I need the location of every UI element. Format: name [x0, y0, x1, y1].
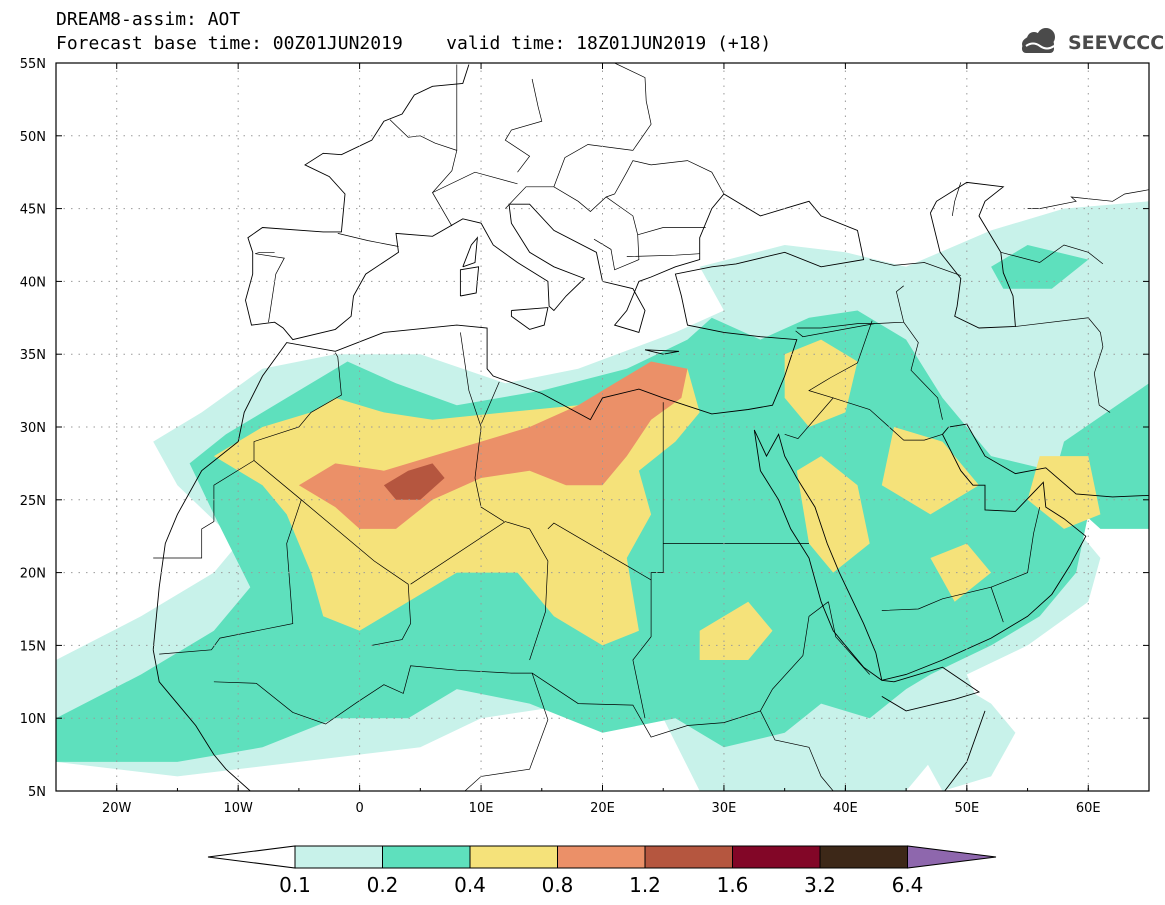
country-border — [547, 522, 652, 581]
colorbar: 0.1 0.2 0.4 0.8 1.2 1.6 3.2 6.4 — [207, 845, 997, 897]
coastline — [152, 649, 251, 791]
colorbar-label: 3.2 — [804, 873, 836, 897]
colorbar-segment — [819, 845, 908, 869]
country-border — [1000, 244, 1104, 265]
country-border — [784, 320, 873, 440]
lon-tick-label: 60E — [1076, 801, 1101, 816]
lat-tick-label: 55N — [20, 57, 46, 72]
coastline — [881, 423, 1149, 681]
lat-tick-label: 10N — [20, 712, 46, 727]
coastline — [510, 307, 549, 330]
lat-tick-label: 25N — [20, 494, 46, 509]
coastline — [644, 349, 680, 355]
country-border — [869, 259, 961, 276]
colorbar-segment — [294, 845, 383, 869]
colorbar-underflow — [207, 845, 296, 869]
coastline — [462, 236, 478, 268]
lon-tick-label: 20E — [590, 801, 615, 816]
coastline — [459, 266, 480, 297]
country-border — [337, 233, 399, 247]
lat-lon-grid — [55, 62, 1150, 792]
country-border — [460, 332, 505, 522]
country-border — [255, 251, 285, 323]
country-border — [153, 460, 255, 559]
aot-contour-level-3 — [930, 543, 992, 602]
colorbar-label: 0.1 — [279, 873, 311, 897]
country-border — [990, 507, 1041, 588]
map-subtitle: Forecast base time: 00Z01JUN2019 valid t… — [56, 34, 771, 54]
coastline — [929, 181, 1016, 329]
base-time-label: Forecast base time: 00Z01JUN2019 — [56, 33, 403, 54]
lat-tick-label: 30N — [20, 421, 46, 436]
valid-time-label: valid time: 18Z01JUN2019 (+18) — [446, 33, 772, 54]
country-border — [614, 63, 652, 151]
lat-tick-label: 50N — [20, 130, 46, 145]
country-border — [626, 253, 700, 257]
cloud-logo-icon — [1022, 28, 1055, 53]
lon-tick-label: 40E — [833, 801, 858, 816]
country-border — [553, 144, 633, 187]
coastline — [152, 64, 865, 650]
colorbar-segment — [469, 845, 558, 869]
lon-tick-label: 10E — [469, 801, 494, 816]
country-border — [389, 119, 458, 193]
country-border — [301, 499, 411, 646]
colorbar-label: 0.4 — [454, 873, 486, 897]
country-border — [531, 601, 829, 738]
country-border — [213, 665, 549, 791]
country-border — [795, 323, 875, 338]
lat-tick-label: 5N — [28, 785, 46, 800]
lat-tick-label: 35N — [20, 348, 46, 363]
lon-tick-label: 50E — [954, 801, 979, 816]
colorbar-label: 1.6 — [717, 873, 749, 897]
aot-contour-level-3 — [1027, 456, 1101, 529]
aot-contour-level-3 — [881, 427, 979, 515]
country-border — [760, 710, 834, 791]
lat-tick-label: 15N — [20, 639, 46, 654]
axis-labels: 20W 10W 0 10E 20E 30E 40E 50E 60E 5N 10N 15N 20N 25N 3… — [20, 57, 1101, 816]
colorbar-label: 6.4 — [892, 873, 924, 897]
country-border — [833, 397, 943, 441]
map-frame — [55, 62, 1150, 792]
colorbar-label: 1.2 — [629, 873, 661, 897]
colorbar-segment — [557, 845, 646, 869]
colorbar-segment — [732, 845, 821, 869]
lon-tick-label: 10W — [223, 801, 253, 816]
aot-contour-level-3 — [796, 456, 870, 573]
logo-text: SEEVCCC — [1068, 32, 1165, 54]
country-border — [951, 182, 962, 216]
country-border — [480, 381, 500, 425]
colorbar-label: 0.8 — [542, 873, 574, 897]
aot-field — [56, 201, 1149, 791]
country-border — [903, 321, 943, 420]
colorbar-overflow — [907, 845, 997, 869]
lon-tick-label: 0 — [355, 801, 363, 816]
lat-tick-label: 40N — [20, 275, 46, 290]
colorbar-segment — [382, 845, 471, 869]
country-border — [505, 186, 640, 271]
lon-tick-label: 30E — [712, 801, 737, 816]
country-border — [881, 586, 1004, 623]
country-border — [504, 78, 543, 173]
country-border — [253, 352, 342, 461]
country-border — [828, 601, 870, 675]
map-title: DREAM8-assim: AOT — [56, 9, 241, 30]
country-border — [637, 227, 706, 236]
colorbar-segment — [644, 845, 733, 869]
coastline — [753, 429, 981, 712]
country-border — [410, 521, 549, 661]
country-border — [1015, 317, 1111, 413]
lon-tick-label: 20W — [102, 801, 132, 816]
lat-tick-label: 45N — [20, 203, 46, 218]
country-border — [605, 160, 725, 198]
colorbar-label: 0.2 — [367, 873, 399, 897]
aot-contour-level-5 — [383, 463, 445, 500]
lat-tick-label: 20N — [20, 567, 46, 582]
country-border — [432, 171, 518, 227]
